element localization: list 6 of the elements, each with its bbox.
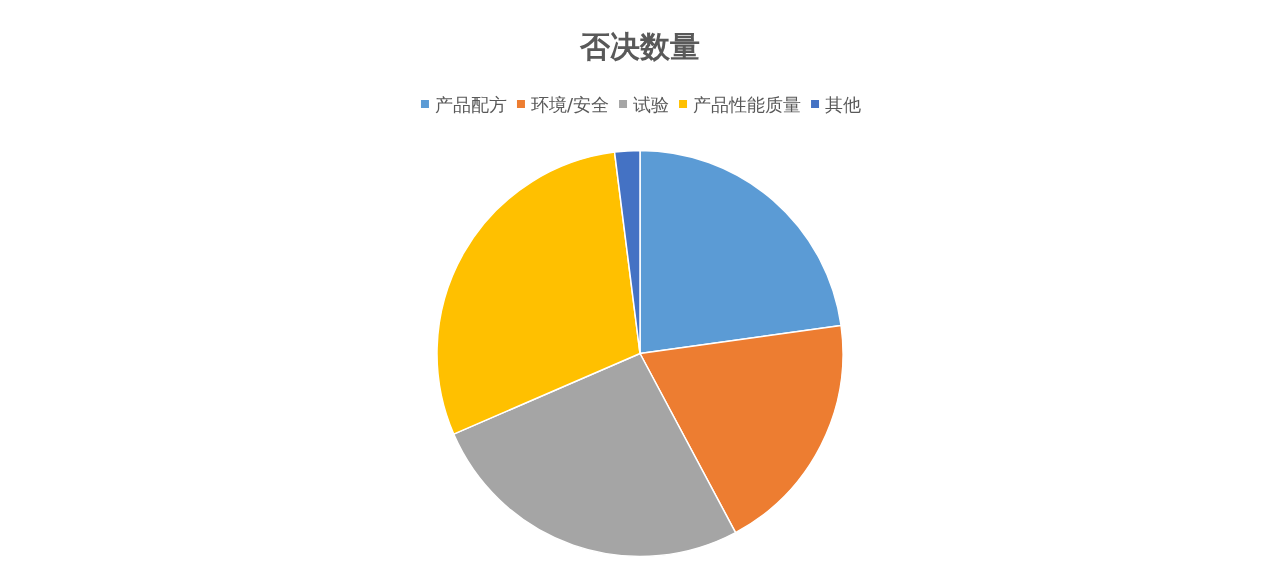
legend-label: 环境/安全 (530, 93, 610, 115)
legend-label: 产品配方 (434, 93, 507, 115)
legend-label: 试验 (633, 93, 670, 115)
legend-label: 其他 (825, 93, 862, 115)
legend-label: 产品性能质量 (693, 93, 802, 115)
chart-title: 否决数量 (579, 28, 700, 64)
